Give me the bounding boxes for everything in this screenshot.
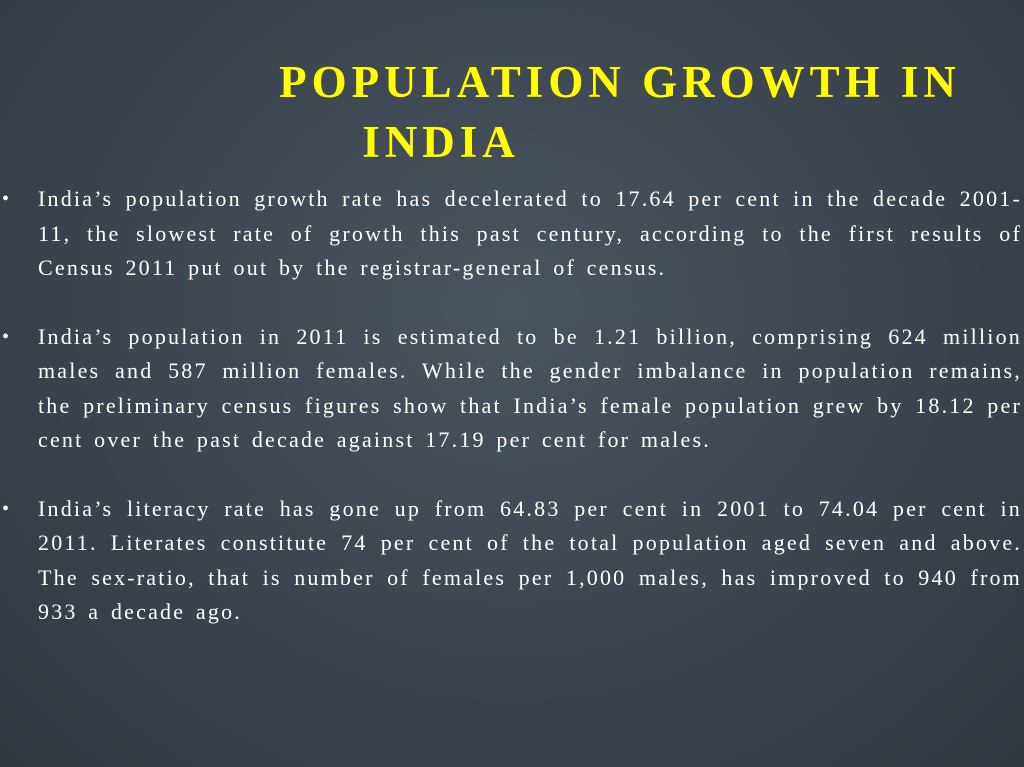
bullet-icon: • bbox=[2, 325, 12, 348]
bullet-item-population-2011: • India’s population in 2011 is estimate… bbox=[0, 320, 1024, 458]
slide-title: POPULATION GROWTH IN INDIA bbox=[120, 52, 1024, 172]
bullet-text: India’s literacy rate has gone up from 6… bbox=[38, 495, 1022, 625]
bullet-icon: • bbox=[2, 497, 12, 520]
slide-title-line-2: INDIA bbox=[362, 117, 520, 167]
bullet-icon: • bbox=[2, 188, 12, 210]
bullet-list: • India’s population growth rate has dec… bbox=[0, 182, 1024, 664]
slide-title-line-1: POPULATION GROWTH IN bbox=[279, 57, 961, 107]
bullet-text: India’s population growth rate has decel… bbox=[38, 186, 1022, 280]
bullet-text: India’s population in 2011 is estimated … bbox=[38, 323, 1022, 453]
bullet-item-literacy: • India’s literacy rate has gone up from… bbox=[0, 492, 1024, 630]
bullet-item-growth-rate: • India’s population growth rate has dec… bbox=[0, 182, 1024, 286]
